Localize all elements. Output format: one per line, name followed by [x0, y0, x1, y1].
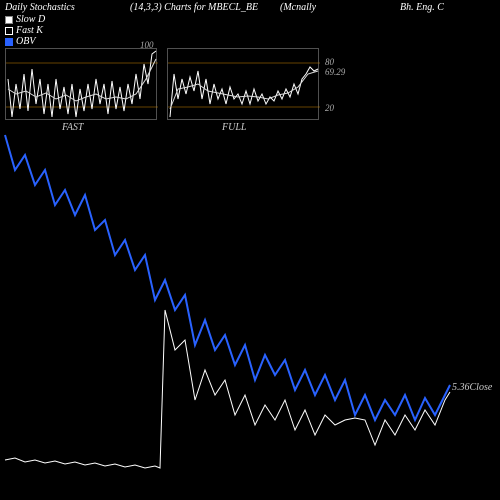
close-label: 5.36Close: [452, 382, 492, 393]
main-chart: [0, 0, 500, 500]
